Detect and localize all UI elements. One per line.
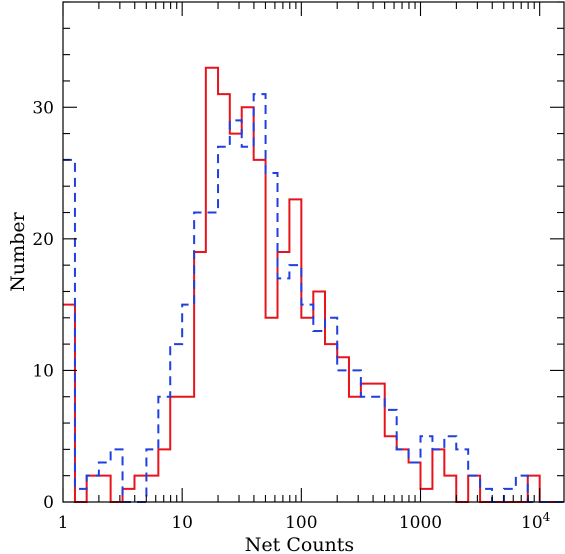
x-tick-label: 1000 bbox=[399, 513, 442, 533]
y-tick-label: 20 bbox=[32, 230, 54, 250]
axis-ticks bbox=[62, 1, 564, 503]
series-layer bbox=[63, 66, 564, 503]
y-tick-label: 0 bbox=[43, 493, 54, 513]
x-tick-label: 10 bbox=[171, 513, 193, 533]
x-tick-label: 1 bbox=[58, 513, 69, 533]
y-axis-label: Number bbox=[7, 211, 29, 291]
x-tick-label: 100 bbox=[285, 513, 317, 533]
x-tick-label: 104 bbox=[521, 510, 551, 533]
tick-labels: 1 10 100 1000 104 0 10 20 30 bbox=[32, 98, 550, 533]
y-tick-label: 30 bbox=[32, 98, 54, 118]
x-axis-label: Net Counts bbox=[245, 534, 354, 554]
series-2-line bbox=[63, 93, 564, 503]
plot-frame bbox=[62, 1, 565, 503]
y-tick-label: 10 bbox=[32, 361, 54, 381]
series-1-line bbox=[63, 66, 564, 503]
